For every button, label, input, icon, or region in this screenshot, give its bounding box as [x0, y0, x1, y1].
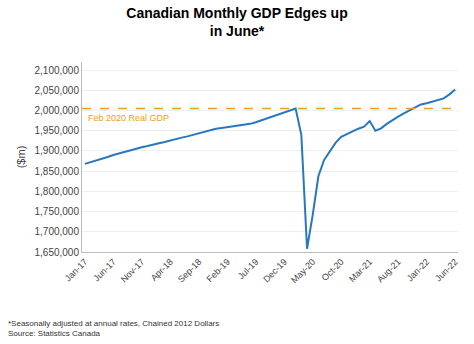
svg-text:1,650,000: 1,650,000 [35, 247, 80, 258]
svg-text:Jan-17: Jan-17 [63, 257, 90, 284]
svg-text:Jul-19: Jul-19 [236, 257, 260, 281]
svg-text:1,950,000: 1,950,000 [35, 125, 80, 136]
svg-text:1,800,000: 1,800,000 [35, 186, 80, 197]
svg-text:Dec-19: Dec-19 [261, 257, 289, 285]
svg-text:Feb-19: Feb-19 [205, 257, 232, 284]
svg-text:*Seasonally adjusted at annual: *Seasonally adjusted at annual rates, Ch… [8, 319, 219, 338]
svg-text:Jun-17: Jun-17 [91, 257, 118, 284]
svg-text:Canadian Monthly GDP Edges upi: Canadian Monthly GDP Edges upin June* [126, 5, 347, 39]
svg-text:2,100,000: 2,100,000 [35, 65, 80, 76]
svg-text:Jan-22: Jan-22 [405, 257, 432, 284]
svg-text:Apr-18: Apr-18 [149, 257, 175, 283]
svg-text:Feb 2020 Real GDP: Feb 2020 Real GDP [88, 113, 169, 123]
svg-text:Sep-18: Sep-18 [176, 257, 204, 285]
svg-text:1,700,000: 1,700,000 [35, 226, 80, 237]
svg-text:Mar-21: Mar-21 [347, 257, 374, 284]
svg-text:Aug-21: Aug-21 [375, 257, 403, 285]
svg-text:1,900,000: 1,900,000 [35, 145, 80, 156]
svg-text:2,050,000: 2,050,000 [35, 85, 80, 96]
svg-text:Jun-22: Jun-22 [433, 257, 460, 284]
svg-text:Oct-20: Oct-20 [320, 257, 346, 283]
svg-text:($m): ($m) [15, 146, 27, 169]
svg-text:Nov-17: Nov-17 [119, 257, 147, 285]
svg-text:1,750,000: 1,750,000 [35, 206, 80, 217]
svg-text:1,850,000: 1,850,000 [35, 166, 80, 177]
svg-text:2,000,000: 2,000,000 [35, 105, 80, 116]
svg-text:May-20: May-20 [289, 257, 317, 285]
